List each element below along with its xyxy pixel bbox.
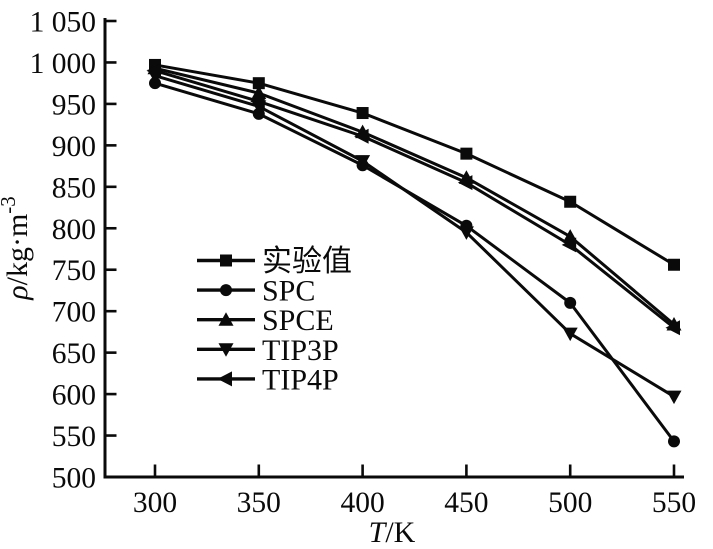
marker-triangle-up-icon bbox=[218, 312, 234, 326]
legend-label: SPC bbox=[262, 275, 315, 308]
marker-square-icon bbox=[564, 195, 577, 208]
marker-square-icon bbox=[252, 77, 265, 90]
legend-item-tip4p: TIP4P bbox=[197, 363, 339, 396]
legend-label: TIP3P bbox=[262, 334, 339, 367]
marker-circle-icon bbox=[668, 435, 680, 448]
marker-square-icon bbox=[220, 254, 232, 267]
y-tick-label: 1 050 bbox=[30, 7, 96, 39]
marker-circle-icon bbox=[220, 284, 232, 297]
x-tick-label: 400 bbox=[340, 487, 384, 519]
series-tip4p bbox=[146, 63, 680, 336]
x-axis-label: T/K bbox=[369, 516, 416, 549]
legend-item-tip3p: TIP3P bbox=[197, 334, 339, 367]
x-tick-label: 450 bbox=[444, 487, 488, 519]
marker-triangle-left-icon bbox=[250, 93, 265, 109]
y-tick-label: 950 bbox=[52, 89, 96, 121]
marker-triangle-down-icon bbox=[666, 390, 682, 405]
x-tick-label: 300 bbox=[133, 487, 177, 519]
series-line-spc bbox=[154, 81, 676, 443]
series-line-tip3p bbox=[154, 74, 675, 398]
marker-triangle-down-icon bbox=[218, 343, 234, 357]
marker-square-icon bbox=[668, 258, 680, 271]
y-tick-label: 700 bbox=[52, 297, 96, 329]
series-line-experimental bbox=[154, 63, 675, 267]
series-experimental bbox=[149, 58, 680, 271]
legend-item-spc: SPC bbox=[197, 275, 315, 308]
marker-square-icon bbox=[356, 107, 369, 120]
legend-item-spce: SPCE bbox=[197, 304, 334, 337]
y-tick-label: 900 bbox=[52, 131, 96, 163]
marker-triangle-down-icon bbox=[458, 226, 474, 240]
y-tick-label: 600 bbox=[52, 380, 96, 412]
marker-square-icon bbox=[460, 147, 473, 160]
y-tick-label: 850 bbox=[52, 172, 96, 204]
legend-label: SPCE bbox=[262, 304, 334, 337]
y-tick-label: 550 bbox=[52, 421, 96, 453]
marker-triangle-down-icon bbox=[355, 155, 371, 169]
marker-triangle-left-icon bbox=[146, 63, 161, 79]
marker-triangle-left-icon bbox=[561, 237, 577, 253]
y-axis-label: ρ/kg·m-3 bbox=[0, 196, 34, 301]
y-tick-label: 750 bbox=[52, 255, 96, 287]
legend-label: 实验值 bbox=[262, 245, 352, 278]
legend-label: TIP4P bbox=[262, 363, 339, 396]
marker-circle-icon bbox=[564, 296, 577, 309]
series-line-spce bbox=[154, 66, 675, 326]
marker-triangle-left-icon bbox=[665, 320, 680, 336]
marker-triangle-left-icon bbox=[457, 175, 473, 191]
x-tick-label: 500 bbox=[548, 487, 592, 519]
y-tick-label: 1 000 bbox=[30, 48, 96, 80]
marker-triangle-left-icon bbox=[217, 371, 232, 387]
marker-triangle-left-icon bbox=[354, 128, 369, 144]
legend-item-experimental: 实验值 bbox=[197, 245, 352, 278]
y-tick-label: 650 bbox=[52, 338, 96, 370]
x-tick-label: 550 bbox=[652, 487, 696, 519]
marker-triangle-down-icon bbox=[562, 327, 578, 342]
y-tick-label: 500 bbox=[52, 463, 96, 495]
series-line-tip4p bbox=[154, 69, 675, 329]
x-tick-label: 350 bbox=[237, 487, 281, 519]
y-tick-label: 800 bbox=[52, 214, 96, 246]
series-tip3p bbox=[147, 69, 682, 405]
